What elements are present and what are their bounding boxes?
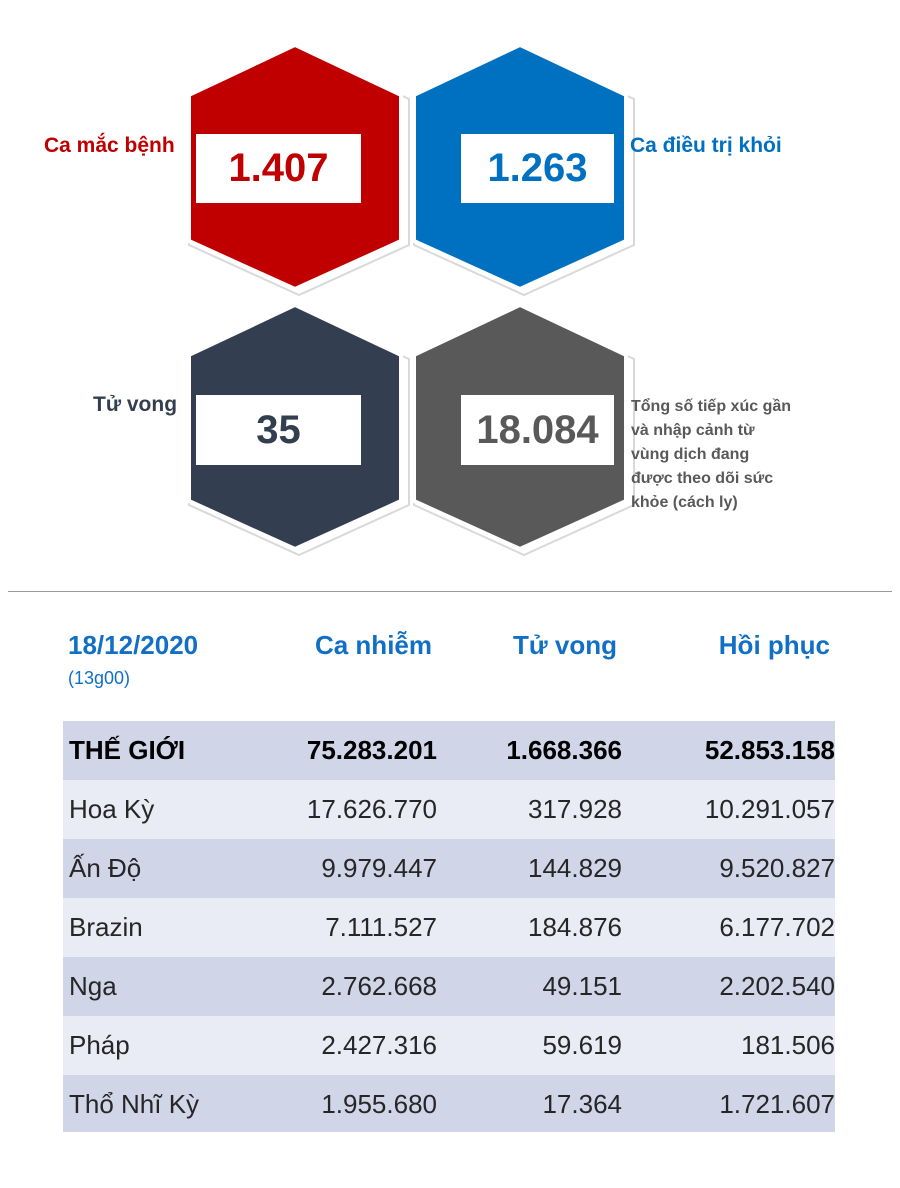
- deaths-value: 35: [196, 395, 361, 465]
- cell-recovered: 10.291.057: [704, 794, 835, 824]
- cell-cases: 7.111.527: [325, 912, 437, 942]
- cell-country: Pháp: [69, 1030, 130, 1060]
- cell-deaths: 317.928: [528, 794, 622, 824]
- header-cases: Ca nhiễm: [314, 630, 432, 660]
- deaths-label: Tử vong: [93, 393, 178, 416]
- header-deaths: Tử vong: [512, 630, 617, 660]
- table-row: Pháp 2.427.316 59.619 181.506: [63, 1016, 835, 1075]
- table-row: THẾ GIỚI 75.283.201 1.668.366 52.853.158: [63, 721, 835, 780]
- monitored-label: Tổng số tiếp xúc gần và nhập cảnh từ vùn…: [631, 395, 791, 515]
- cases-value: 1.407: [196, 134, 361, 203]
- table-row: Nga 2.762.668 49.151 2.202.540: [63, 957, 835, 1016]
- recovered-label: Ca điều trị khỏi: [630, 134, 782, 157]
- monitored-label-line: và nhập cảnh từ: [631, 422, 755, 439]
- cell-recovered: 9.520.827: [719, 853, 835, 883]
- cell-recovered: 2.202.540: [719, 971, 835, 1001]
- cell-cases: 1.955.680: [321, 1089, 437, 1119]
- monitored-label-line: được theo dõi sức: [631, 470, 774, 487]
- cell-recovered: 6.177.702: [719, 912, 835, 942]
- cell-recovered: 1.721.607: [719, 1089, 835, 1119]
- cell-deaths: 1.668.366: [506, 735, 622, 765]
- table-row: Hoa Kỳ 17.626.770 317.928 10.291.057: [63, 780, 835, 839]
- cell-deaths: 17.364: [542, 1089, 622, 1119]
- recovered-value: 1.263: [461, 134, 614, 203]
- cell-country: Brazin: [69, 912, 143, 942]
- monitored-label-line: Tổng số tiếp xúc gần: [631, 398, 792, 415]
- cell-recovered: 52.853.158: [704, 735, 835, 765]
- cell-cases: 17.626.770: [306, 794, 437, 824]
- table-row: Brazin 7.111.527 184.876 6.177.702: [63, 898, 835, 957]
- cell-recovered: 181.506: [741, 1030, 835, 1060]
- cell-country: Thổ Nhĩ Kỳ: [69, 1089, 200, 1119]
- cell-cases: 2.427.316: [321, 1030, 437, 1060]
- section-divider: [8, 591, 892, 592]
- cell-country: THẾ GIỚI: [69, 735, 186, 765]
- cell-country: Ấn Độ: [69, 853, 142, 883]
- table-time: (13g00): [68, 668, 131, 688]
- cell-cases: 2.762.668: [321, 971, 437, 1001]
- cell-deaths: 49.151: [542, 971, 622, 1001]
- header-recovered: Hồi phục: [718, 630, 830, 660]
- table-row: Ấn Độ 9.979.447 144.829 9.520.827: [63, 839, 835, 898]
- monitored-value: 18.084: [461, 395, 614, 465]
- cell-cases: 75.283.201: [306, 735, 437, 765]
- cell-deaths: 184.876: [528, 912, 622, 942]
- cell-deaths: 59.619: [542, 1030, 622, 1060]
- cases-label: Ca mắc bệnh: [44, 134, 175, 157]
- cell-cases: 9.979.447: [321, 853, 437, 883]
- cell-country: Nga: [69, 971, 117, 1001]
- cell-deaths: 144.829: [528, 853, 622, 883]
- table-date: 18/12/2020: [68, 630, 199, 660]
- table-row: Thổ Nhĩ Kỳ 1.955.680 17.364 1.721.607: [63, 1075, 835, 1132]
- cell-country: Hoa Kỳ: [69, 794, 155, 824]
- monitored-label-line: vùng dịch đang: [631, 446, 750, 463]
- monitored-label-line: khỏe (cách ly): [631, 494, 738, 511]
